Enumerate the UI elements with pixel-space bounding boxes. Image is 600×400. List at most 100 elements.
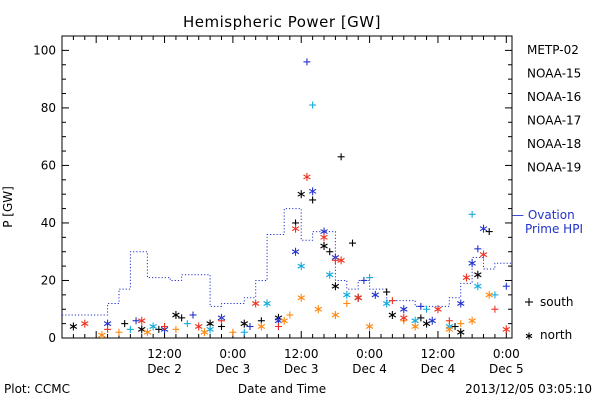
metp-02-north-point — [422, 319, 431, 328]
noaa-16-north-point — [206, 325, 214, 334]
noaa-19-north-point — [479, 250, 488, 259]
noaa-15-south-point — [303, 58, 311, 66]
y-tick-label: 80 — [41, 101, 56, 115]
noaa-18-north-point — [314, 305, 323, 314]
marker-stroke — [400, 315, 408, 321]
plot-timestamp: 2013/12/05 03:05:10 — [465, 382, 592, 396]
marker-stroke — [354, 295, 362, 301]
marker-stroke — [474, 283, 482, 289]
noaa-18-north-point — [411, 322, 419, 331]
marker-stroke — [69, 324, 78, 329]
noaa-18-north-point — [200, 328, 209, 337]
noaa-16-south-point — [126, 325, 134, 333]
plot-border — [61, 35, 513, 339]
marker-stroke — [291, 226, 300, 232]
noaa-18-south-point — [343, 299, 351, 307]
metp-02-north-point — [320, 241, 328, 250]
noaa-15-north-point — [456, 299, 465, 308]
noaa-18-north-point — [468, 316, 476, 325]
noaa-18-south-point — [457, 320, 465, 328]
noaa-16-north-point — [343, 290, 351, 299]
noaa-15-north-point — [400, 305, 408, 314]
marker-stroke — [479, 252, 488, 258]
noaa-16-north-point — [325, 270, 334, 279]
marker-stroke — [149, 324, 157, 329]
legend-entry: NOAA-19 — [527, 161, 581, 175]
marker-stroke — [411, 318, 419, 324]
noaa-19-south-point — [445, 317, 453, 325]
noaa-16-north-point — [149, 322, 157, 331]
marker-stroke — [371, 292, 380, 298]
marker-stroke — [331, 312, 340, 318]
noaa-15-south-point — [474, 245, 482, 253]
noaa-18-north-point — [485, 290, 493, 299]
ovation-hpi-path — [62, 208, 512, 316]
noaa-19-north-point — [81, 319, 89, 328]
noaa-19-south-point — [104, 325, 112, 333]
legend-entry: NOAA-18 — [527, 137, 581, 151]
y-tick-label: 0 — [48, 331, 56, 345]
marker-stroke — [297, 295, 305, 301]
x-tick-date: Dec 5 — [489, 362, 524, 376]
ovation-legend: — Ovation Prime HPI — [512, 208, 583, 236]
metp-02-south-point — [417, 314, 425, 322]
x-tick-date: Dec 3 — [216, 362, 251, 376]
noaa-18-north-point — [297, 293, 305, 302]
metp-02-south-point — [451, 322, 459, 330]
marker-stroke — [206, 326, 214, 332]
marker-legend-entry: north — [525, 328, 572, 342]
marker-stroke — [388, 312, 397, 318]
marker-stroke — [98, 332, 106, 338]
metp-02-north-point — [69, 322, 78, 331]
metp-02-north-point — [138, 325, 146, 334]
y-axis-label: P [GW] — [1, 186, 15, 228]
x-tick-date: Dec 2 — [147, 362, 182, 376]
noaa-19-north-point — [354, 293, 362, 302]
x-tick-date: Dec 3 — [284, 362, 319, 376]
noaa-19-south-point — [274, 322, 282, 330]
marker-stroke — [331, 283, 340, 289]
noaa-19-south-point — [331, 256, 339, 264]
legend-entry: NOAA-16 — [527, 90, 581, 104]
marker-stroke — [103, 321, 112, 327]
marker-stroke — [320, 234, 328, 240]
marker-stroke — [434, 306, 442, 312]
noaa-15-south-point — [417, 302, 425, 310]
x-tick-time: 0:00 — [493, 347, 520, 361]
x-tick-date: Dec 4 — [421, 362, 456, 376]
marker-legend-label: south — [540, 295, 574, 309]
noaa-19-north-point — [400, 313, 408, 322]
marker-stroke — [240, 321, 249, 327]
noaa-16-north-point — [382, 299, 391, 308]
noaa-18-south-point — [115, 328, 123, 336]
x-tick-time: 12:00 — [421, 347, 456, 361]
metp-02-south-point — [309, 196, 317, 204]
marker-stroke — [303, 174, 311, 180]
marker-stroke — [194, 324, 203, 329]
marker-stroke — [291, 249, 300, 255]
ovation-prime-hpi-line — [62, 208, 512, 316]
noaa-15-north-point — [468, 259, 476, 268]
noaa-16-south-point — [309, 101, 317, 109]
noaa-18-north-point — [445, 325, 454, 334]
noaa-18-north-point — [257, 322, 266, 331]
marker-stroke — [251, 301, 260, 306]
marker-stroke — [428, 318, 436, 324]
noaa-19-north-point — [502, 325, 511, 334]
noaa-15-south-point — [132, 317, 140, 325]
marker-stroke — [297, 263, 305, 269]
metp-02-north-point — [474, 270, 482, 279]
metp-02-south-point — [485, 228, 493, 236]
noaa-15-south-point — [502, 282, 510, 290]
legend-entry: NOAA-17 — [527, 114, 581, 128]
marker-stroke — [325, 272, 334, 278]
marker-stroke — [485, 292, 493, 298]
marker-stroke — [456, 329, 465, 335]
marker-stroke — [337, 257, 345, 263]
noaa-19-north-point — [194, 322, 203, 331]
noaa-19-north-point — [462, 273, 471, 282]
marker-stroke — [462, 275, 471, 281]
metp-02-north-point — [388, 310, 397, 319]
noaa-16-south-point — [423, 305, 431, 313]
noaa-15-north-point — [428, 316, 436, 325]
